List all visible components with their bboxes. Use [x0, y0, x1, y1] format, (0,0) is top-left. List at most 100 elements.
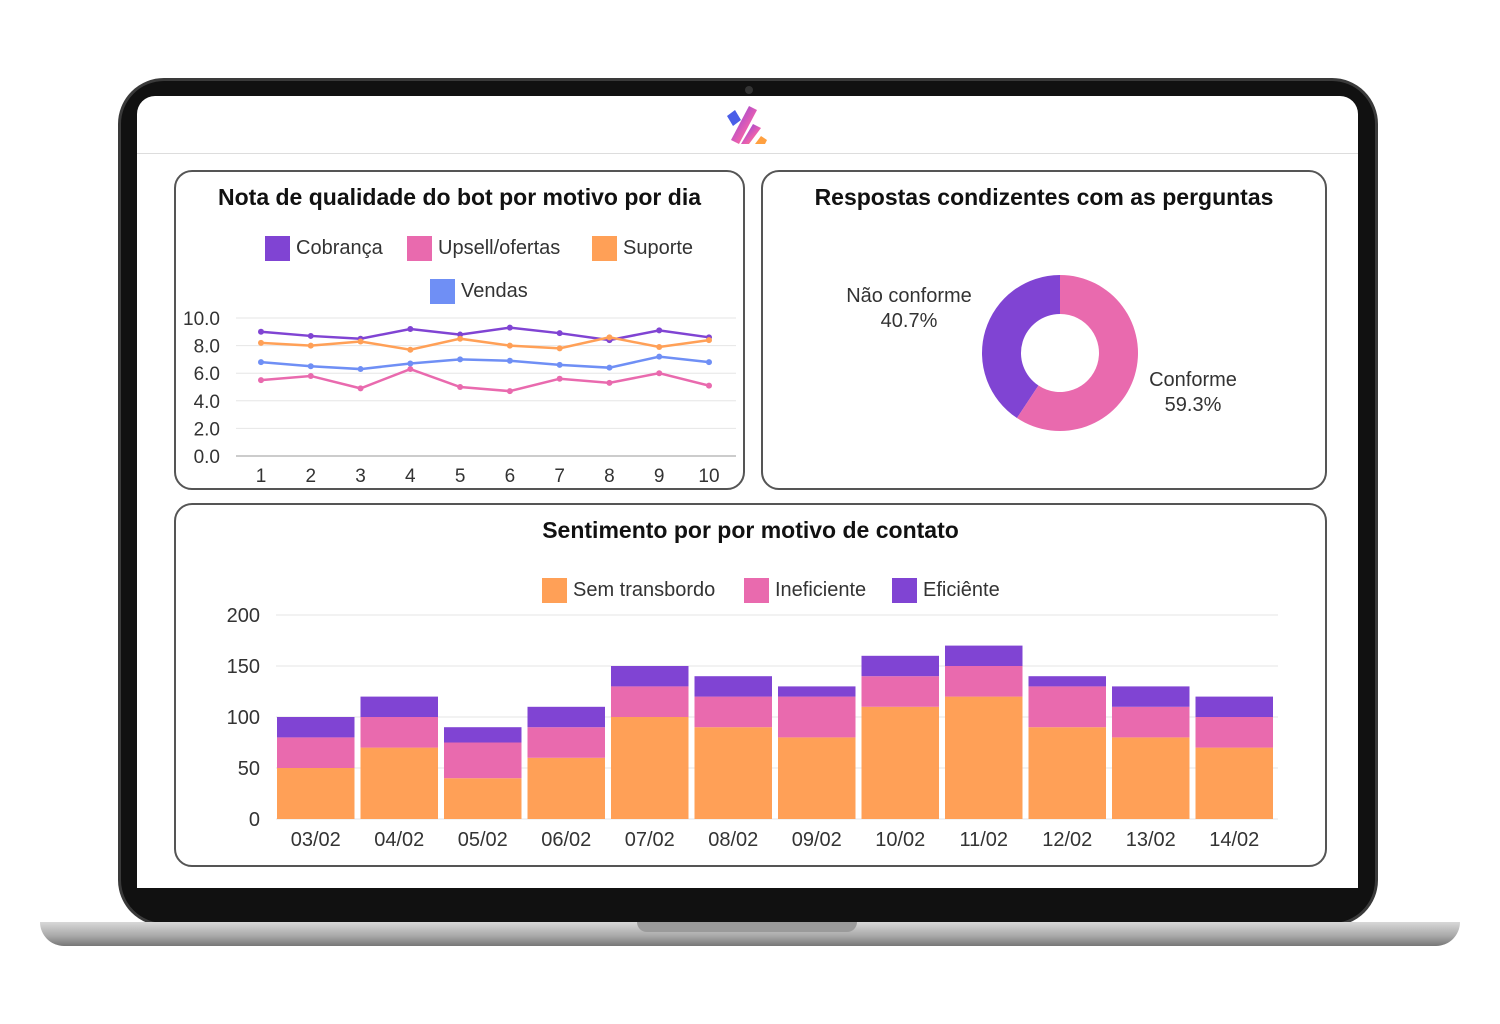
data-point: [706, 382, 712, 389]
bar-segment: [694, 727, 772, 819]
x-tick-label: 14/02: [1209, 829, 1259, 851]
x-tick-label: 03/02: [291, 829, 341, 851]
bar-segment: [1112, 737, 1190, 819]
donut-slice: [982, 275, 1060, 419]
legend-swatch: [407, 236, 432, 261]
x-tick-label: 5: [455, 466, 466, 487]
bar-segment: [861, 706, 939, 819]
x-tick-label: 1: [256, 466, 267, 487]
y-tick-label: 2.0: [194, 419, 220, 440]
series-line: [260, 336, 710, 352]
camera: [745, 86, 753, 94]
brand-logo: [727, 106, 767, 144]
y-tick-label: 200: [227, 605, 260, 627]
bar-segment: [778, 696, 856, 738]
x-tick-label: 07/02: [625, 829, 675, 851]
bar-segment: [360, 747, 438, 819]
x-tick-label: 12/02: [1042, 829, 1092, 851]
bar-segment: [277, 717, 355, 738]
data-point: [457, 356, 464, 363]
legend-swatch: [430, 279, 455, 304]
data-point: [357, 338, 364, 345]
bar-segment: [1028, 676, 1106, 687]
legend-item-sem-transbordo[interactable]: Sem transbordo: [542, 578, 715, 603]
legend-label: Ineficiente: [775, 579, 867, 601]
x-tick-label: 08/02: [708, 829, 758, 851]
bar-segment: [360, 717, 438, 748]
y-tick-label: 8.0: [194, 337, 220, 358]
x-tick-label: 2: [305, 466, 316, 487]
bar-segment: [778, 737, 856, 819]
legend-item-ineficiente[interactable]: Ineficiente: [744, 578, 866, 603]
data-point: [506, 342, 513, 349]
bar-segment: [1112, 686, 1190, 707]
data-point: [307, 342, 314, 349]
slice-label-nao-conforme: Não conforme 40.7%: [829, 284, 989, 334]
data-point: [706, 359, 712, 366]
donut-slice: [1016, 275, 1138, 432]
data-point: [407, 360, 414, 367]
series-line: [260, 367, 710, 393]
legend-item-suporte[interactable]: Suporte: [592, 236, 693, 261]
data-point: [407, 366, 414, 373]
line-chart-panel: Nota de qualidade do bot por motivo por …: [174, 170, 745, 490]
legend-item-eficiente[interactable]: Eficiênte: [892, 578, 1000, 603]
data-point: [258, 339, 264, 346]
legend-item-upsell[interactable]: Upsell/ofertas: [407, 236, 560, 261]
legend-swatch: [542, 578, 567, 603]
x-tick-label: 4: [405, 466, 416, 487]
bar-chart-panel: Sentimento por por motivo de contato Sem…: [174, 503, 1327, 867]
chart-title: Respostas condizentes com as perguntas: [814, 184, 1274, 210]
top-bar: [137, 96, 1358, 154]
bar-segment: [444, 778, 522, 819]
bar-segment: [694, 696, 772, 728]
chart-title: Sentimento por por motivo de contato: [542, 517, 959, 543]
bar-segment: [1112, 706, 1190, 738]
data-point: [656, 343, 663, 350]
bar-segment: [1195, 747, 1273, 819]
legend-item-cobranca[interactable]: Cobrança: [265, 236, 383, 261]
slice-name: Não conforme: [846, 285, 972, 307]
bar-chart: 0 50 100 150 200 03/02 04/02 05/02 06/02 07/02 08/…: [227, 605, 1278, 851]
bar-segment: [1195, 696, 1273, 717]
data-point: [258, 377, 264, 384]
legend-item-vendas[interactable]: Vendas: [430, 279, 528, 304]
y-tick-label: 50: [238, 758, 260, 780]
legend-swatch: [265, 236, 290, 261]
slice-label-conforme: Conforme 59.3%: [1133, 368, 1253, 418]
legend-label: Upsell/ofertas: [438, 237, 561, 259]
data-point: [656, 370, 663, 377]
bar-segment: [444, 742, 522, 779]
x-tick-label: 06/02: [541, 829, 591, 851]
chart-title: Nota de qualidade do bot por motivo por …: [218, 184, 701, 210]
data-point: [606, 379, 613, 386]
bar-segment: [277, 768, 355, 819]
donut-chart-panel: Respostas condizentes com as perguntas N…: [761, 170, 1327, 490]
bar-segment: [444, 727, 522, 743]
data-point: [258, 359, 264, 366]
data-point: [606, 364, 613, 371]
y-tick-label: 100: [227, 707, 260, 729]
legend-swatch: [892, 578, 917, 603]
bar-segment: [611, 717, 689, 819]
data-point: [357, 385, 364, 392]
x-tick-label: 9: [654, 466, 665, 487]
data-point: [457, 331, 464, 338]
y-tick-label: 6.0: [194, 364, 220, 385]
x-tick-label: 8: [604, 466, 615, 487]
legend-swatch: [592, 236, 617, 261]
data-point: [457, 384, 464, 390]
donut-chart: [982, 275, 1138, 432]
x-tick-label: 7: [554, 466, 565, 487]
data-point: [407, 326, 414, 333]
bar-segment: [945, 696, 1023, 819]
legend-label: Eficiênte: [923, 579, 1000, 601]
bar-segment: [1028, 686, 1106, 728]
slice-name: Conforme: [1149, 369, 1237, 391]
legend-label: Cobrança: [296, 237, 383, 259]
y-tick-label: 0: [249, 809, 260, 831]
data-point: [556, 361, 563, 368]
bar-segment: [861, 655, 939, 677]
bar-segment: [778, 686, 856, 697]
data-point: [506, 388, 513, 395]
